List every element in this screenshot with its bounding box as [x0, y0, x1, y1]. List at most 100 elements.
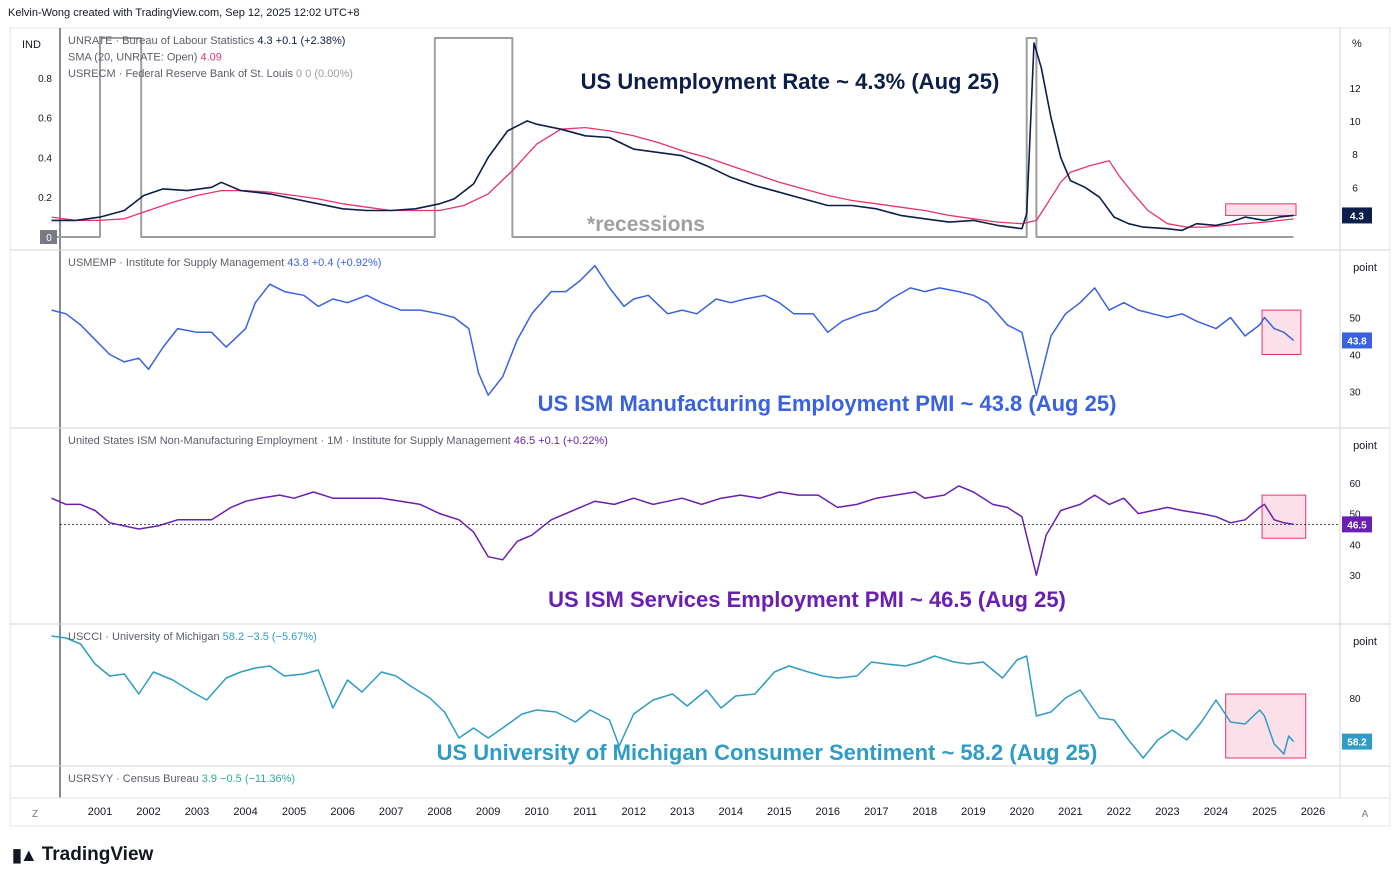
time-axis-panel: [9, 797, 1391, 827]
chart-frame: [9, 27, 1391, 799]
tradingview-brand-text: TradingView: [41, 844, 154, 865]
highlight-box-sentiment: [1225, 693, 1307, 759]
legend-entry: USRECM · Federal Reserve Bank of St. Lou…: [68, 68, 353, 80]
right-tick-label: 40: [1349, 351, 1361, 362]
right-tick-label: 50: [1349, 510, 1361, 521]
sentiment-last-value-bg: [1342, 733, 1372, 750]
right-tick-label: 80: [1349, 694, 1361, 705]
time-tick-label: 2022: [1107, 806, 1131, 818]
time-tick-label: 2004: [233, 806, 257, 818]
manufacturing-last-value: 43.8: [1347, 336, 1367, 347]
right-tick-label: 40: [1349, 540, 1361, 551]
legend-value: 4.09: [200, 52, 221, 64]
legend-value: 58.2 −3.5 (−5.67%): [223, 631, 317, 643]
unrate-last-value: 4.3: [1350, 211, 1364, 222]
right-tick-label: 12: [1349, 84, 1361, 95]
services-title: US ISM Services Employment PMI ~ 46.5 (A…: [548, 587, 1066, 612]
legend-value: 43.8 +0.4 (+0.92%): [287, 257, 381, 269]
unrate-line: [51, 42, 1294, 232]
sma-line: [51, 126, 1294, 228]
time-tick-label: 2024: [1204, 806, 1228, 818]
legend-value: 3.9 −0.5 (−11.36%): [202, 773, 295, 785]
time-tick-label: 2023: [1155, 806, 1179, 818]
right-tick-label: 60: [1349, 479, 1361, 490]
time-tick-label: 2009: [476, 806, 500, 818]
time-tick-label: 2014: [719, 806, 743, 818]
time-tick-label: 2010: [524, 806, 548, 818]
unrate-last-value-bg: [1342, 207, 1372, 224]
time-tick-label: 2003: [185, 806, 209, 818]
legend-entry: United States ISM Non-Manufacturing Empl…: [68, 435, 608, 447]
time-tick-label: 2015: [767, 806, 791, 818]
right-scale-label: point: [1353, 262, 1377, 274]
right-tick-label: 6: [1352, 183, 1358, 194]
time-tick-label: 2021: [1058, 806, 1082, 818]
highlight-box-unemployment: [1225, 203, 1297, 216]
chart-author-header: Kelvin-Wong created with TradingView.com…: [8, 7, 360, 19]
time-tick-label: 2013: [670, 806, 694, 818]
time-tick-label: 2017: [864, 806, 888, 818]
left-zero-badge: [40, 230, 57, 244]
right-scale-label: %: [1352, 38, 1362, 50]
time-tick-label: 2005: [282, 806, 306, 818]
left-tick-label: 0.8: [38, 74, 52, 85]
legend-entry: USRSYY · Census Bureau 3.9 −0.5 (−11.36%…: [68, 773, 295, 785]
right-scale-label: point: [1353, 440, 1377, 452]
right-tick-label: 50: [1349, 314, 1361, 325]
legend-name: USRSYY · Census Bureau: [68, 773, 202, 785]
legend-value: 0 0 (0.00%): [296, 68, 353, 80]
tradingview-logo: ▮▲ TradingView: [12, 844, 153, 866]
time-tick-label: 2001: [88, 806, 112, 818]
manufacturing-title: US ISM Manufacturing Employment PMI ~ 43…: [538, 391, 1117, 416]
left-tick-label: 0.6: [38, 114, 52, 125]
sentiment-line: [51, 635, 1295, 759]
legend-name: UNRATE · Bureau of Labour Statistics: [68, 35, 257, 47]
left-scale-label: IND: [22, 39, 41, 51]
time-tick-label: 2007: [379, 806, 403, 818]
tradingview-mark-icon: ▮▲: [12, 844, 38, 865]
highlight-box-manufacturing: [1261, 309, 1302, 356]
legend-entry: USMEMP · Institute for Supply Management…: [68, 257, 381, 269]
time-tick-label: 2012: [621, 806, 645, 818]
unemployment-title: US Unemployment Rate ~ 4.3% (Aug 25): [581, 69, 1000, 94]
right-tick-label: 8: [1352, 150, 1358, 161]
left-tick-label: 0: [46, 233, 52, 244]
services-last-value: 46.5: [1347, 520, 1367, 531]
time-tick-label: 2011: [573, 806, 597, 818]
time-tick-label: 2018: [913, 806, 937, 818]
legend-value: 4.3 +0.1 (+2.38%): [257, 35, 345, 47]
legend-entry: UNRATE · Bureau of Labour Statistics 4.3…: [68, 35, 345, 47]
time-tick-label: 2002: [136, 806, 160, 818]
recessions-annotation: *recessions: [587, 213, 705, 236]
time-tick-label: 2016: [816, 806, 840, 818]
time-tick-label: 2006: [330, 806, 354, 818]
right-tick-label: 30: [1349, 388, 1361, 399]
right-scale-label: point: [1353, 636, 1377, 648]
time-tick-label: 2008: [427, 806, 451, 818]
left-tick-label: 0.4: [38, 153, 52, 164]
time-tick-label: 2025: [1252, 806, 1276, 818]
time-axis-right-button: A: [1362, 809, 1369, 820]
legend-name: USCCI · University of Michigan: [68, 631, 223, 643]
legend-name: United States ISM Non-Manufacturing Empl…: [68, 435, 514, 447]
legend-value: 46.5 +0.1 (+0.22%): [514, 435, 608, 447]
legend-name: SMA (20, UNRATE: Open): [68, 52, 200, 64]
manufacturing-line: [51, 264, 1295, 396]
legend-entry: SMA (20, UNRATE: Open) 4.09: [68, 52, 222, 64]
legend-entry: USCCI · University of Michigan 58.2 −3.5…: [68, 631, 317, 643]
sentiment-last-value: 58.2: [1347, 738, 1367, 749]
recession-line: [51, 37, 1294, 238]
left-tick-label: 0.2: [38, 193, 52, 204]
services-last-value-bg: [1342, 516, 1372, 533]
manufacturing-last-value-bg: [1342, 332, 1372, 349]
legend-name: USRECM · Federal Reserve Bank of St. Lou…: [68, 68, 296, 80]
time-tick-label: 2020: [1010, 806, 1034, 818]
services-line: [51, 485, 1294, 576]
time-axis-left-button: Z: [32, 809, 38, 820]
time-tick-label: 2019: [961, 806, 985, 818]
legend-name: USMEMP · Institute for Supply Management: [68, 257, 287, 269]
right-tick-label: 30: [1349, 571, 1361, 582]
time-tick-label: 2026: [1301, 806, 1325, 818]
sentiment-title: US University of Michigan Consumer Senti…: [437, 740, 1098, 765]
